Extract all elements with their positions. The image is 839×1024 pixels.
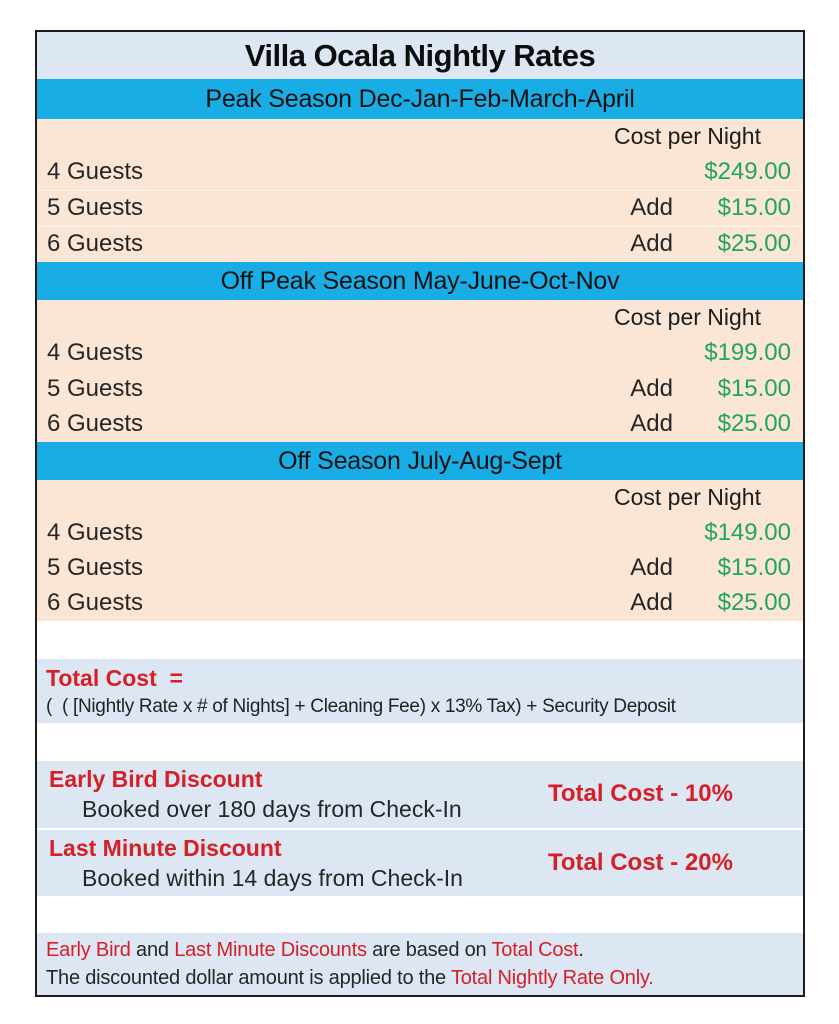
table-row: 4 Guests $249.00: [37, 154, 803, 189]
season-header-off-season: Off Season July-Aug-Sept: [37, 442, 803, 480]
table-row: 4 Guests $149.00: [37, 515, 803, 550]
rates-section-peak: Cost per Night 4 Guests $249.00 5 Guests…: [37, 119, 803, 262]
table-row: 5 Guests Add $15.00: [37, 371, 803, 407]
season-header-off-peak: Off Peak Season May-June-Oct-Nov: [37, 262, 803, 300]
discounts-panel: Early Bird Discount Booked over 180 days…: [37, 761, 803, 896]
table-row: 5 Guests Add $15.00: [37, 551, 803, 586]
price-value: $15.00: [717, 374, 791, 402]
total-cost-panel: Total Cost = ( ( [Nightly Rate x # of Ni…: [37, 659, 803, 723]
guest-count-label: 4 Guests: [47, 339, 144, 367]
price-value: $15.00: [717, 194, 791, 222]
footnote-fragment: are based on: [366, 939, 492, 961]
add-label: Add: [630, 589, 673, 617]
discount-name: Last Minute Discount: [49, 834, 282, 861]
guest-count-label: 5 Guests: [47, 554, 144, 582]
discount-description: Early Bird Discount Booked over 180 days…: [37, 764, 548, 824]
early-bird-discount-row: Early Bird Discount Booked over 180 days…: [37, 761, 803, 828]
footnotes-panel: Early Bird and Last Minute Discounts are…: [37, 933, 803, 995]
footnote-fragment: The discounted dollar amount is applied …: [46, 967, 451, 989]
price-value: $249.00: [704, 157, 791, 185]
spacer: [37, 723, 803, 761]
page-title: Villa Ocala Nightly Rates: [37, 32, 803, 79]
rates-table: Villa Ocala Nightly Rates Peak Season De…: [35, 30, 805, 997]
total-cost-label: Total Cost =: [46, 665, 183, 691]
table-row: 6 Guests Add $25.00: [37, 225, 803, 262]
footnote-fragment: Total Cost: [491, 939, 579, 961]
price-value: $25.00: [717, 230, 791, 258]
guest-count-label: 5 Guests: [47, 374, 144, 402]
discount-description: Last Minute Discount Booked within 14 da…: [37, 833, 548, 893]
footnote-fragment: .: [648, 967, 654, 989]
discount-condition: Booked within 14 days from Check-In: [82, 864, 463, 891]
price-value: $25.00: [717, 410, 791, 438]
table-row: 6 Guests Add $25.00: [37, 586, 803, 621]
cost-per-night-label: Cost per Night: [613, 123, 761, 150]
discount-name: Early Bird Discount: [49, 766, 263, 793]
rates-section-off-peak: Cost per Night 4 Guests $199.00 5 Guests…: [37, 300, 803, 442]
footnote-line-1: Early Bird and Last Minute Discounts are…: [46, 936, 795, 964]
guest-count-label: 6 Guests: [47, 410, 144, 438]
add-label: Add: [630, 554, 673, 582]
guest-count-label: 4 Guests: [47, 518, 144, 546]
last-minute-discount-row: Last Minute Discount Booked within 14 da…: [37, 827, 803, 897]
guest-count-label: 6 Guests: [47, 230, 144, 258]
total-cost-formula: ( ( [Nightly Rate x # of Nights] + Clean…: [46, 696, 676, 717]
spacer: [37, 621, 803, 659]
discount-condition: Booked over 180 days from Check-In: [82, 796, 462, 823]
price-value: $149.00: [704, 518, 791, 546]
footnote-fragment: Early Bird: [46, 939, 131, 961]
guest-count-label: 5 Guests: [47, 194, 144, 222]
add-label: Add: [630, 194, 673, 222]
guest-count-label: 4 Guests: [47, 157, 144, 185]
spacer: [37, 896, 803, 933]
price-value: $15.00: [717, 554, 791, 582]
footnote-fragment: Last Minute Discounts: [174, 939, 367, 961]
footnote-fragment: and: [130, 939, 175, 961]
add-label: Add: [630, 410, 673, 438]
footnote-fragment: Total Nightly Rate Only: [450, 967, 649, 989]
cost-per-night-label: Cost per Night: [613, 484, 761, 511]
discount-value: Total Cost - 20%: [548, 848, 733, 876]
rates-section-off-season: Cost per Night 4 Guests $149.00 5 Guests…: [37, 480, 803, 621]
guest-count-label: 6 Guests: [47, 589, 144, 617]
table-row: 4 Guests $199.00: [37, 336, 803, 372]
cost-per-night-label: Cost per Night: [613, 304, 761, 331]
price-value: $25.00: [717, 589, 791, 617]
price-value: $199.00: [704, 339, 791, 367]
add-label: Add: [630, 230, 673, 258]
footnote-fragment: .: [578, 939, 584, 961]
footnote-line-2: The discounted dollar amount is applied …: [46, 964, 795, 992]
table-row: 5 Guests Add $15.00: [37, 189, 803, 226]
discount-value: Total Cost - 10%: [548, 780, 733, 808]
add-label: Add: [630, 374, 673, 402]
table-row: 6 Guests Add $25.00: [37, 407, 803, 443]
season-header-peak: Peak Season Dec-Jan-Feb-March-April: [37, 79, 803, 119]
